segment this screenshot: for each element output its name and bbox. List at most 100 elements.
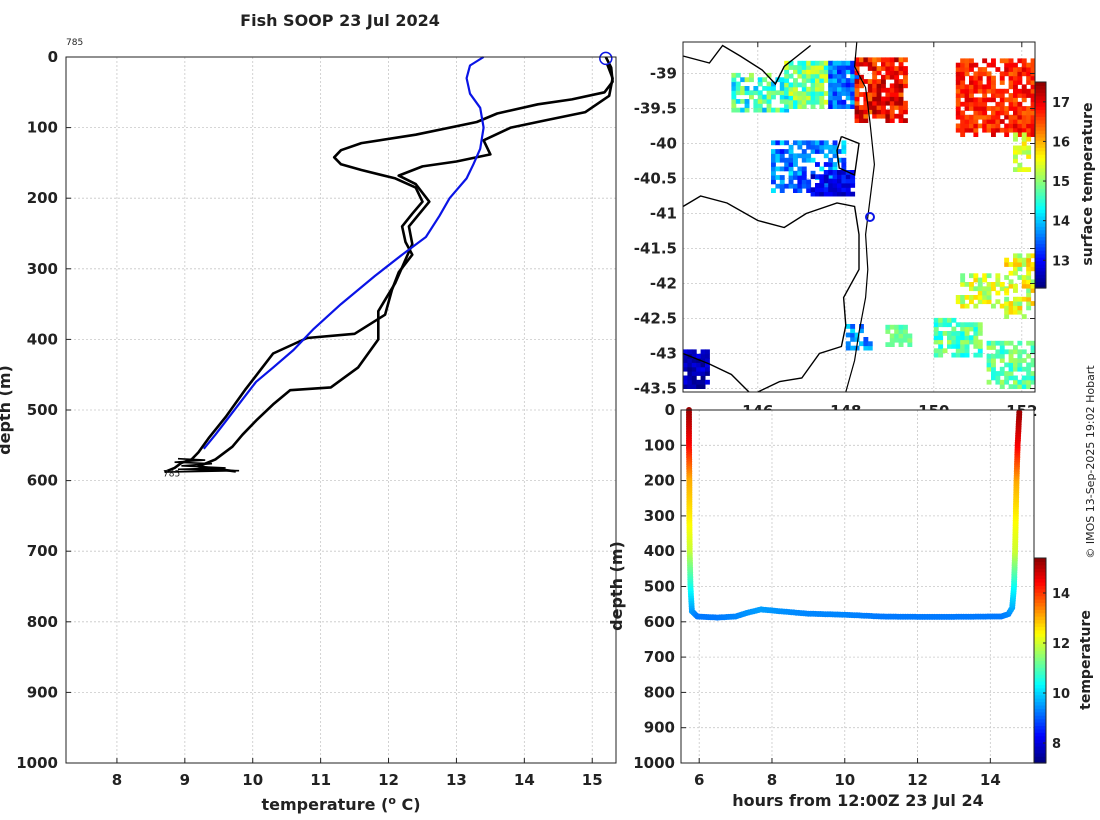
sst-pixel	[951, 317, 957, 323]
sst-pixel	[977, 326, 983, 332]
sst-pixel	[969, 119, 974, 124]
sst-pixel	[991, 358, 996, 363]
colorbar-segment	[1035, 157, 1046, 162]
sst-pixel	[793, 162, 798, 167]
sst-pixel	[740, 77, 746, 83]
profile-y-ticks: 0 100 200 300 400 500 600 700 800 900 1000	[16, 48, 71, 772]
sst-pixel	[973, 127, 979, 133]
sst-pixel	[845, 178, 851, 184]
sst-pixel	[837, 149, 842, 154]
sst-pixel	[1013, 127, 1018, 133]
sst-pixel	[837, 183, 842, 188]
sst-pixel	[898, 83, 904, 89]
sst-pixel	[1008, 283, 1014, 289]
sst-pixel	[854, 70, 860, 76]
sst-pixel	[837, 95, 842, 101]
colorbar-segment	[1034, 715, 1046, 720]
colorbar-segment	[1034, 677, 1046, 682]
sst-pixel	[1004, 58, 1010, 64]
sst-pixel	[960, 277, 966, 283]
sst-pixel	[894, 92, 900, 97]
sst-pixel	[845, 345, 851, 351]
sst-pixel	[867, 79, 873, 84]
sst-pixel	[819, 73, 825, 79]
sst-pixel	[1008, 371, 1014, 376]
sst-pixel	[1008, 270, 1014, 276]
sst-pixel	[1026, 283, 1032, 289]
sst-pixel	[1030, 375, 1036, 381]
sst-pixel	[1026, 288, 1032, 293]
sst-pixel	[995, 340, 1001, 346]
sst-pixel	[898, 57, 904, 63]
sst-pixel	[1013, 358, 1018, 363]
sst-pixel	[823, 60, 829, 66]
sst-pixel	[898, 61, 904, 67]
sst-pixel	[955, 299, 961, 305]
sst-pixel	[1026, 305, 1032, 311]
sst-pixel	[696, 362, 702, 368]
sst-pixel	[691, 371, 697, 376]
sst-pixel	[766, 86, 772, 91]
sst-pixel	[885, 61, 891, 67]
sst-pixel	[889, 87, 895, 93]
sst-pixel	[1008, 75, 1014, 81]
sst-pixel	[1008, 127, 1014, 133]
sst-pixel	[876, 57, 882, 63]
sst-pixel	[986, 80, 992, 85]
sst-pixel	[828, 69, 834, 75]
colorbar-segment	[1035, 95, 1046, 100]
sst-pixel	[775, 90, 781, 96]
sst-pixel	[859, 79, 864, 84]
colorbar-segment	[1035, 154, 1046, 159]
sst-pixel	[797, 73, 803, 79]
y-tick-label: 200	[27, 189, 58, 207]
sst-pixel	[907, 342, 913, 347]
sst-pixel	[683, 353, 688, 359]
colorbar-segment	[1035, 109, 1046, 114]
y-tick-label: -42.5	[634, 310, 677, 328]
sst-pixel	[1030, 80, 1036, 85]
sst-pixel	[942, 317, 948, 323]
sst-pixel	[828, 183, 834, 188]
sst-pixel	[828, 78, 834, 83]
sst-pixel	[793, 183, 798, 189]
sst-pixel	[947, 331, 952, 336]
colorbar-segment	[1034, 725, 1046, 730]
sst-pixel	[832, 153, 838, 159]
sst-pixel	[828, 104, 834, 109]
sst-pixel	[986, 123, 992, 129]
sst-pixel	[960, 282, 966, 287]
colorbar-tick-label: 14	[1052, 587, 1070, 602]
colorbar-segment	[1035, 181, 1046, 186]
sst-pixel	[1013, 309, 1018, 315]
colorbar-segment	[1034, 728, 1046, 733]
sst-pixel	[700, 384, 706, 389]
colorbar-segment	[1035, 270, 1046, 275]
sst-pixel	[999, 119, 1005, 124]
sst-pixel	[1004, 67, 1010, 72]
sst-pixel	[1017, 309, 1023, 315]
sst-pixel	[1021, 379, 1027, 385]
series-line-bottom-turn	[164, 457, 240, 473]
sst-pixel	[850, 73, 856, 79]
sst-pixel	[951, 331, 957, 336]
sst-pixel	[753, 107, 759, 113]
sst-pixel	[1030, 301, 1036, 306]
sst-pixel	[982, 84, 988, 90]
sst-pixel	[1013, 379, 1018, 385]
sst-pixel	[815, 60, 820, 66]
sst-pixel	[832, 69, 838, 75]
sst-pixel	[823, 191, 829, 197]
sst-pixel	[683, 362, 688, 368]
sst-pixel	[832, 178, 838, 184]
sst-pixel	[991, 80, 996, 85]
sst-pixel	[977, 110, 983, 116]
y-tick-label: 900	[644, 719, 675, 737]
sst-pixel	[1008, 309, 1014, 315]
sst-pixel	[1008, 71, 1014, 77]
sst-pixel	[859, 105, 864, 110]
sst-pixel	[771, 166, 776, 172]
sst-pixel	[991, 340, 996, 346]
profile-panel: 8 9 10 11 12 13 14 15 0 100 200 300 400 500 600 700 800…	[0, 38, 617, 814]
